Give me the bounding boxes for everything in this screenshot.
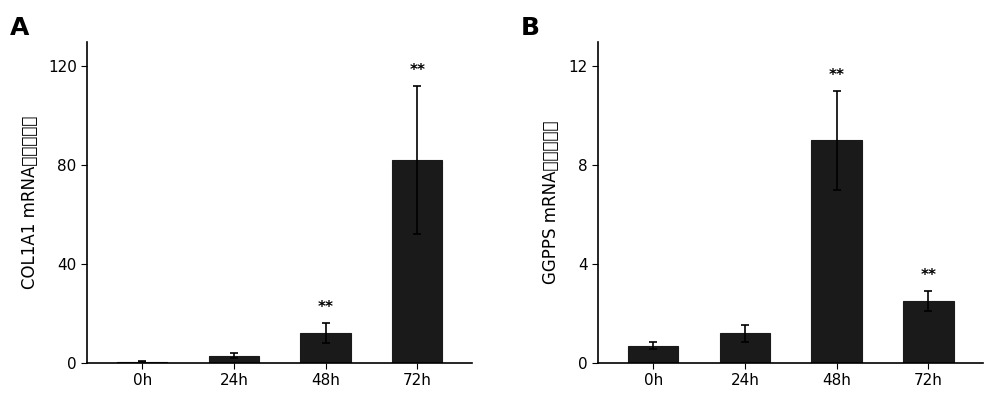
- Bar: [117, 362, 167, 363]
- Bar: [300, 333, 351, 363]
- Y-axis label: GGPPS mRNA相对表达量: GGPPS mRNA相对表达量: [542, 121, 560, 284]
- Bar: [811, 141, 862, 363]
- Text: **: **: [409, 63, 425, 78]
- Bar: [209, 356, 259, 363]
- Bar: [628, 345, 678, 363]
- Y-axis label: COL1A1 mRNA相对表达量: COL1A1 mRNA相对表达量: [21, 115, 39, 289]
- Text: A: A: [10, 16, 29, 40]
- Bar: [903, 301, 954, 363]
- Bar: [392, 160, 442, 363]
- Text: **: **: [829, 68, 845, 83]
- Text: **: **: [920, 268, 936, 283]
- Text: **: **: [318, 301, 334, 315]
- Bar: [720, 333, 770, 363]
- Text: B: B: [521, 16, 540, 40]
